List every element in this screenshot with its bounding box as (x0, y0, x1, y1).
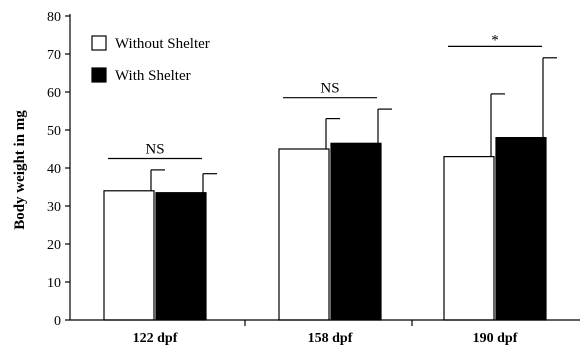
bar-without-shelter (278, 148, 330, 321)
y-tick-label: 40 (47, 162, 61, 177)
x-tick-label: 158 dpf (308, 331, 353, 346)
y-tick-label: 0 (54, 314, 61, 329)
y-tick-label: 70 (47, 48, 61, 63)
bar-without-shelter (443, 156, 495, 321)
bar-without-shelter (103, 190, 155, 321)
y-tick-label: 10 (47, 276, 61, 291)
y-tick-label: 30 (47, 200, 61, 215)
legend-swatch-with-shelter (91, 67, 107, 83)
legend: Without Shelter With Shelter (91, 35, 210, 84)
bar-with-shelter (495, 137, 547, 321)
significance-label: * (491, 32, 499, 48)
bar-with-shelter (155, 192, 207, 321)
x-tick-label: 190 dpf (473, 331, 518, 346)
x-tick-label: 122 dpf (133, 331, 178, 346)
legend-label-with-shelter: With Shelter (115, 68, 191, 84)
y-tick-label: 20 (47, 238, 61, 253)
legend-label-without-shelter: Without Shelter (115, 36, 210, 52)
y-axis-label: Body weight in mg (12, 110, 28, 230)
bar-with-shelter (330, 142, 382, 321)
significance-label: NS (320, 81, 339, 97)
axes: 0 10 20 30 40 50 60 70 80 122 dpf 158 dpf 190 dpf (47, 10, 580, 346)
legend-swatch-without-shelter (91, 35, 107, 51)
y-tick-label: 80 (47, 10, 61, 25)
plot-area: NS NS * (103, 32, 557, 321)
y-tick-label: 50 (47, 124, 61, 139)
significance-label: NS (145, 142, 164, 158)
y-tick-label: 60 (47, 86, 61, 101)
